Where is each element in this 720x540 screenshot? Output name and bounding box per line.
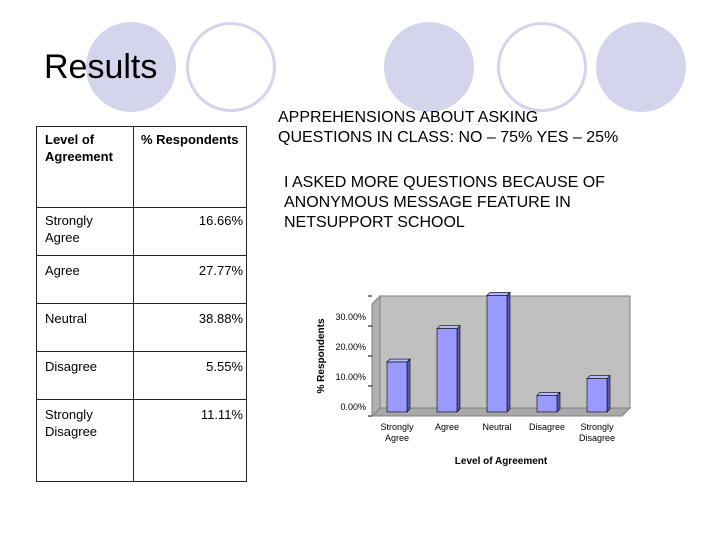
decorative-ring (186, 22, 276, 112)
feature-line2: ANONYMOUS MESSAGE FEATURE IN (284, 194, 571, 211)
table-row-level: Disagree (45, 358, 97, 375)
table-row-value: 38.88% (198, 311, 243, 326)
bar (436, 328, 458, 413)
table-row-value: 27.77% (198, 263, 243, 278)
x-tick-label: Agree (385, 433, 409, 443)
slide-title: Results (44, 48, 158, 86)
apprehension-line2: QUESTIONS IN CLASS: NO – 75% YES – 25% (278, 129, 619, 146)
table-row-level: Neutral (45, 310, 87, 327)
level-line1: Strongly (45, 213, 93, 228)
y-axis-label: % Respondents (316, 318, 327, 393)
table-divider (37, 399, 246, 400)
decorative-ring (497, 22, 587, 112)
bar-side (406, 358, 411, 413)
x-tick-label: Strongly (380, 422, 414, 432)
y-tick-label: 10.00% (335, 372, 366, 382)
bar-side (606, 374, 611, 413)
y-tick-label: 30.00% (335, 312, 366, 322)
level-line1: Strongly (45, 407, 93, 422)
x-tick-label: Disagree (529, 422, 565, 432)
bar-top (386, 358, 411, 363)
bar (486, 295, 508, 413)
feature-text: I ASKED MORE QUESTIONS BECAUSE OF ANONYM… (284, 173, 605, 233)
y-tick-label: 20.00% (335, 342, 366, 352)
chart-side-wall (371, 294, 381, 418)
level-line2: Agree (45, 230, 80, 245)
table-row-level: Agree (45, 262, 80, 279)
level-line2: Disagree (45, 424, 98, 439)
table-row-value: 11.11% (200, 407, 243, 422)
table-row-level: Strongly Agree (45, 212, 93, 246)
level-line1: Disagree (45, 359, 98, 374)
table-header-level-line1: Level of (45, 132, 95, 147)
decorative-circle (596, 22, 686, 112)
bar-side (506, 291, 511, 413)
respondents-bar-chart: 0.00%10.00%20.00%30.00%40.00%StronglyAgr… (316, 290, 632, 467)
apprehension-text: APPREHENSIONS ABOUT ASKING QUESTIONS IN … (278, 108, 618, 148)
y-tick-label: 0.00% (340, 402, 366, 412)
bar (586, 378, 608, 413)
x-tick-label: Strongly (580, 422, 614, 432)
bar (536, 395, 558, 413)
table-divider (37, 255, 246, 256)
x-tick-label: Neutral (482, 422, 511, 432)
decorative-circle (384, 22, 474, 112)
table-header-level: Level of Agreement (45, 131, 113, 165)
level-line1: Neutral (45, 311, 87, 326)
feature-line3: NETSUPPORT SCHOOL (284, 214, 465, 231)
bar-top (536, 392, 561, 396)
decorative-circle (86, 22, 176, 112)
x-axis-label: Level of Agreement (455, 456, 548, 467)
table-header-respondents: % Respondents (141, 132, 239, 147)
x-tick-label: Disagree (579, 433, 615, 443)
table-divider (37, 351, 246, 352)
table-row-level: Strongly Disagree (45, 406, 97, 440)
bar-top (486, 292, 511, 296)
table-row-value: 5.55% (206, 359, 243, 374)
level-line1: Agree (45, 263, 80, 278)
x-tick-label: Agree (435, 422, 459, 432)
bar-side (456, 324, 461, 413)
table-row-value: 16.66% (198, 213, 243, 228)
table-divider (37, 207, 246, 208)
apprehension-line1: APPREHENSIONS ABOUT ASKING (278, 109, 539, 126)
feature-line1: I ASKED MORE QUESTIONS BECAUSE OF (284, 174, 605, 191)
bar (386, 361, 408, 413)
bar-top (436, 325, 461, 329)
table-divider (37, 303, 246, 304)
table-divider (133, 127, 134, 481)
bar-top (586, 375, 611, 379)
table-header-level-line2: Agreement (45, 149, 113, 164)
results-table: Level of Agreement % Respondents Strongl… (36, 126, 247, 482)
y-tick-label: 40.00% (335, 290, 366, 292)
